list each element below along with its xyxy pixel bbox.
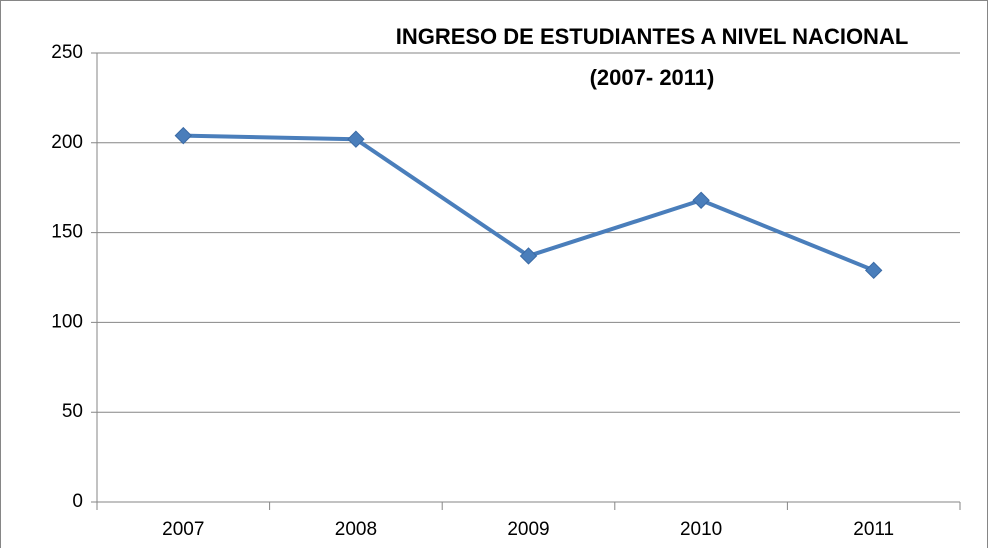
y-tick-label: 250 (51, 42, 83, 63)
x-tick-label: 2009 (507, 519, 549, 540)
marker (174, 126, 193, 145)
y-tick-label: 200 (51, 132, 83, 153)
x-tick-label: 2007 (162, 519, 204, 540)
chart-title: INGRESO DE ESTUDIANTES A NIVEL NACIONAL (396, 24, 909, 49)
y-tick-label: 150 (51, 222, 83, 243)
x-tick-label: 2010 (680, 519, 722, 540)
chart-subtitle: (2007- 2011) (590, 65, 715, 90)
x-tick-label: 2008 (335, 519, 377, 540)
y-tick-label: 100 (51, 311, 83, 332)
marker (864, 261, 883, 280)
marker (519, 247, 538, 265)
y-tick-label: 50 (62, 401, 83, 422)
x-tick-label: 2011 (853, 519, 894, 540)
marker (347, 130, 365, 148)
y-tick-label: 0 (72, 491, 83, 512)
marker (692, 191, 710, 209)
